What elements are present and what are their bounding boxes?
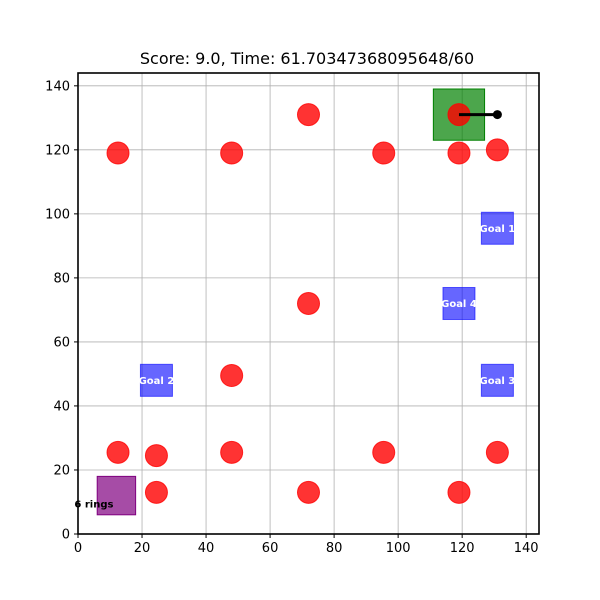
goal-label: Goal 4 [441, 299, 477, 310]
ring [297, 480, 320, 504]
field-grid [77, 73, 539, 535]
ring [485, 138, 509, 162]
y-tick-label: 140 [45, 79, 70, 94]
ring [297, 103, 320, 127]
goal-label: Goal 3 [480, 376, 516, 387]
y-tick-label: 100 [45, 207, 70, 222]
plot-frame [77, 72, 540, 535]
loader-ring-count: 6 rings [74, 500, 113, 511]
ring [297, 292, 320, 315]
y-tick-label: 20 [53, 463, 70, 478]
ring [485, 440, 509, 464]
ring [372, 141, 396, 165]
goal: Goal 3 [480, 363, 516, 397]
robot-heading [458, 110, 502, 120]
goal-square [139, 363, 173, 397]
ring [144, 480, 168, 504]
y-tick-label: 60 [53, 335, 70, 350]
ring [144, 444, 168, 468]
ring [106, 141, 130, 165]
goal-label: Goal 1 [480, 224, 516, 235]
y-tick-label: 0 [62, 528, 70, 543]
ring-loader [96, 475, 137, 516]
y-tick-label: 120 [45, 143, 70, 158]
ring [220, 364, 244, 388]
x-tick-label: 40 [198, 541, 215, 556]
ring [447, 480, 471, 504]
ring [447, 141, 471, 165]
goal: Goal 2 [139, 363, 175, 397]
goal-square [442, 286, 476, 321]
ring [220, 440, 244, 464]
y-tick-label: 80 [53, 271, 70, 286]
ring [106, 440, 130, 464]
ring [220, 141, 244, 165]
x-tick-label: 100 [386, 541, 411, 556]
goals-layer: Goal 1 Goal 2 Goal 3 Goal 4 [139, 211, 516, 397]
heading-marker [492, 110, 502, 120]
x-tick-label: 0 [74, 541, 82, 556]
x-tick-label: 120 [450, 541, 475, 556]
x-tick-label: 20 [134, 541, 151, 556]
loader-square [96, 475, 137, 516]
goal-square [480, 211, 514, 245]
axis-ticks: 0 20 40 60 80 100 120 140 0 20 40 60 80 100 120 140 [45, 79, 538, 556]
x-tick-label: 140 [514, 541, 539, 556]
goal-square [480, 363, 514, 397]
score-time-title: Score: 9.0, Time: 61.70347368095648/60 [140, 49, 474, 68]
ring-loader-label-layer: 6 rings [74, 500, 113, 511]
x-tick-label: 60 [262, 541, 279, 556]
x-tick-label: 80 [326, 541, 343, 556]
goal-label: Goal 2 [139, 376, 175, 387]
goal: Goal 4 [441, 286, 477, 321]
ring [372, 440, 396, 464]
y-tick-label: 40 [53, 399, 70, 414]
goal: Goal 1 [480, 211, 516, 245]
